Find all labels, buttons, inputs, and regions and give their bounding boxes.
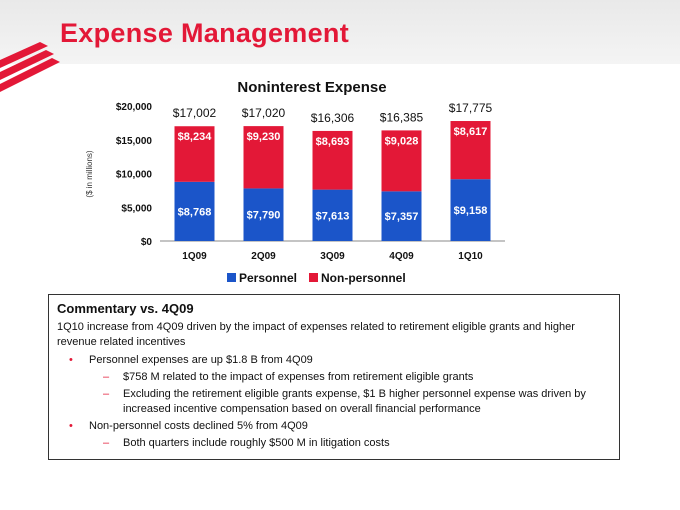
y-axis-label: ($ in millions) xyxy=(85,150,94,197)
bullet-non-personnel: • Non-personnel costs declined 5% from 4… xyxy=(57,419,611,434)
sub-bullet-dash: – xyxy=(103,371,110,383)
data-label-non-personnel: $9,230 xyxy=(247,131,281,143)
commentary-box: Commentary vs. 4Q09 1Q10 increase from 4… xyxy=(48,294,620,460)
sub-bullet-incentive: – Excluding the retirement eligible gran… xyxy=(57,387,611,417)
bar-personnel xyxy=(312,189,353,241)
noninterest-expense-chart: Noninterest Expense ($ in millions) $0 $5,0… xyxy=(85,79,505,285)
bullet-personnel-text: Personnel expenses are up $1.8 B from 4Q… xyxy=(89,354,313,366)
sub-bullet-retirement: – $758 M related to the impact of expens… xyxy=(57,370,611,385)
sub-bullet-litigation-text: Both quarters include roughly $500 M in … xyxy=(123,437,390,449)
y-tick-label: $0 xyxy=(141,237,153,248)
bullet-personnel: • Personnel expenses are up $1.8 B from … xyxy=(57,353,611,368)
data-label-personnel: $7,790 xyxy=(247,210,281,222)
bank-flag-logo xyxy=(0,42,60,92)
page-title: Expense Management xyxy=(60,18,349,48)
bar-non-personnel xyxy=(450,121,491,180)
y-tick-label: $5,000 xyxy=(121,203,152,214)
commentary-title: Commentary vs. 4Q09 xyxy=(57,301,194,316)
sub-bullet-litigation: – Both quarters include roughly $500 M i… xyxy=(57,436,611,451)
legend-swatch-personnel xyxy=(227,273,236,282)
sub-bullet-incentive-text: Excluding the retirement eligible grants… xyxy=(123,388,586,415)
bar-non-personnel xyxy=(381,130,422,192)
header-band xyxy=(0,0,680,64)
bar-personnel xyxy=(381,191,422,241)
y-tick-label: $10,000 xyxy=(116,170,153,181)
sub-bullet-dash: – xyxy=(103,437,110,449)
legend-label-non-personnel: Non-personnel xyxy=(321,271,406,285)
bullet-dot: • xyxy=(69,420,73,432)
data-label-personnel: $9,158 xyxy=(454,205,488,217)
data-label-personnel: $7,613 xyxy=(316,210,350,222)
total-label: $17,002 xyxy=(173,106,217,120)
total-label: $16,306 xyxy=(311,111,355,125)
bullet-non-personnel-text: Non-personnel costs declined 5% from 4Q0… xyxy=(89,420,308,432)
total-label: $16,385 xyxy=(380,110,424,124)
x-tick-label: 4Q09 xyxy=(389,251,414,262)
chart-title: Noninterest Expense xyxy=(237,79,386,96)
legend-label-personnel: Personnel xyxy=(239,271,297,285)
x-tick-label: 2Q09 xyxy=(251,251,276,262)
bar-non-personnel xyxy=(174,126,215,182)
data-label-non-personnel: $8,617 xyxy=(454,126,488,138)
data-label-personnel: $7,357 xyxy=(385,211,419,223)
data-label-non-personnel: $8,234 xyxy=(178,131,213,143)
x-tick-label: 1Q09 xyxy=(182,251,207,262)
bar-non-personnel xyxy=(243,126,284,189)
bullet-dot: • xyxy=(69,354,73,366)
total-label: $17,020 xyxy=(242,106,286,120)
bar-non-personnel xyxy=(312,130,353,190)
bar-personnel xyxy=(243,188,284,241)
total-label: $17,775 xyxy=(449,101,493,115)
data-label-non-personnel: $8,693 xyxy=(316,136,350,148)
x-tick-label: 1Q10 xyxy=(458,251,483,262)
data-label-non-personnel: $9,028 xyxy=(385,135,419,147)
x-tick-label: 3Q09 xyxy=(320,251,345,262)
y-tick-label: $20,000 xyxy=(116,102,153,113)
bar-personnel xyxy=(450,179,491,241)
sub-bullet-dash: – xyxy=(103,388,110,400)
sub-bullet-retirement-text: $758 M related to the impact of expenses… xyxy=(123,371,474,383)
commentary-intro: 1Q10 increase from 4Q09 driven by the im… xyxy=(57,321,575,348)
bar-personnel xyxy=(174,181,215,241)
legend-swatch-non-personnel xyxy=(309,273,318,282)
y-tick-label: $15,000 xyxy=(116,136,153,147)
data-label-personnel: $8,768 xyxy=(178,206,212,218)
